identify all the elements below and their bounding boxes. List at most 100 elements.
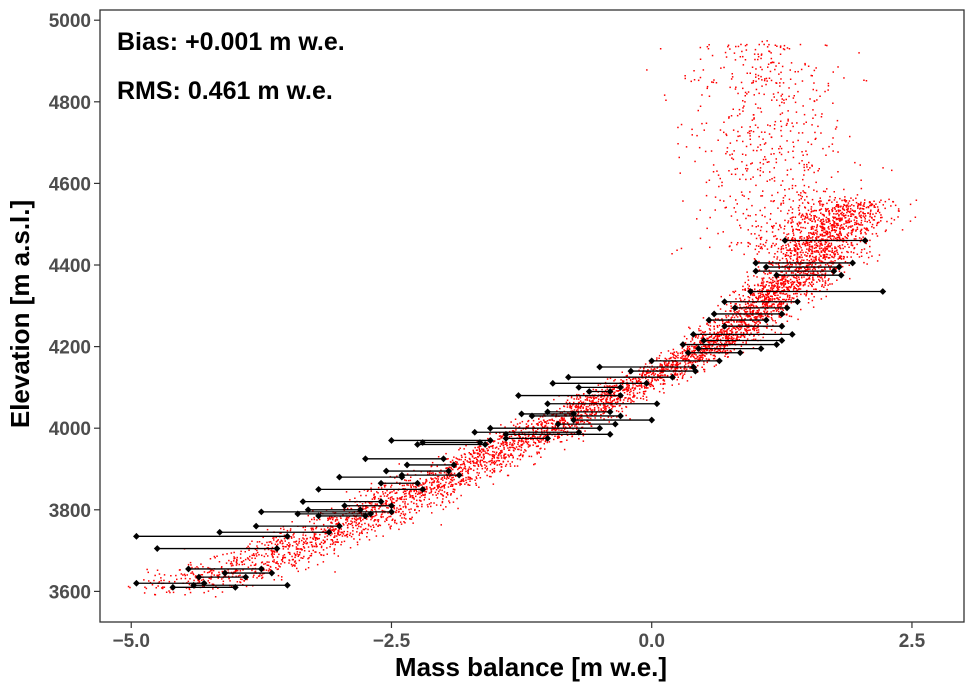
- modeled-point: [792, 289, 795, 291]
- modeled-point: [560, 429, 562, 432]
- modeled-point: [842, 237, 845, 240]
- modeled-point: [398, 528, 400, 531]
- modeled-point: [810, 232, 813, 235]
- modeled-point: [420, 500, 422, 502]
- modeled-point: [914, 216, 917, 218]
- modeled-point: [759, 289, 761, 291]
- modeled-point: [603, 418, 605, 420]
- modeled-point: [751, 298, 754, 301]
- modeled-point: [868, 201, 871, 203]
- modeled-point: [359, 538, 361, 541]
- modeled-point: [821, 229, 823, 232]
- modeled-point: [493, 462, 496, 464]
- modeled-point: [742, 341, 744, 344]
- modeled-point: [254, 571, 256, 573]
- modeled-point: [289, 543, 291, 546]
- modeled-point: [776, 297, 778, 299]
- modeled-point: [890, 205, 892, 207]
- modeled-point: [800, 230, 803, 232]
- modeled-point: [358, 491, 361, 493]
- modeled-point: [352, 530, 354, 532]
- modeled-point: [705, 353, 708, 355]
- modeled-point: [666, 363, 668, 365]
- modeled-point: [499, 450, 502, 452]
- modeled-point: [816, 235, 818, 238]
- modeled-point: [677, 352, 679, 354]
- modeled-point: [752, 311, 754, 313]
- modeled-point: [824, 267, 826, 270]
- modeled-point: [474, 465, 476, 467]
- modeled-point: [760, 312, 762, 314]
- modeled-point: [509, 463, 511, 465]
- modeled-point: [346, 507, 349, 510]
- modeled-point: [518, 436, 521, 439]
- modeled-point: [829, 237, 832, 240]
- modeled-point: [633, 396, 635, 398]
- modeled-point: [856, 217, 858, 219]
- modeled-point: [784, 282, 787, 285]
- modeled-point: [413, 486, 415, 488]
- modeled-point: [236, 581, 239, 583]
- modeled-point: [244, 558, 247, 561]
- modeled-point: [363, 528, 365, 531]
- modeled-point: [518, 454, 520, 457]
- modeled-point: [517, 441, 519, 444]
- modeled-point: [781, 286, 783, 289]
- modeled-point: [460, 454, 463, 457]
- modeled-point: [853, 205, 855, 207]
- modeled-point: [841, 207, 844, 209]
- modeled-point: [346, 530, 349, 533]
- modeled-point: [763, 301, 765, 304]
- modeled-point: [845, 214, 847, 216]
- modeled-point: [390, 484, 393, 486]
- modeled-point: [811, 255, 814, 258]
- modeled-point: [813, 247, 816, 249]
- modeled-point: [694, 361, 697, 363]
- modeled-point: [687, 365, 690, 367]
- modeled-point: [622, 385, 624, 388]
- modeled-point: [452, 490, 454, 493]
- modeled-point: [581, 420, 584, 423]
- modeled-point: [581, 417, 583, 419]
- modeled-point: [464, 458, 466, 461]
- modeled-point: [510, 454, 512, 456]
- modeled-point: [672, 353, 675, 355]
- modeled-point: [606, 388, 609, 390]
- modeled-point: [316, 537, 318, 539]
- modeled-point: [555, 429, 558, 431]
- modeled-point: [429, 486, 431, 489]
- modeled-point: [592, 396, 594, 398]
- modeled-point: [786, 320, 789, 322]
- modeled-point: [845, 200, 848, 202]
- modeled-point: [724, 322, 726, 324]
- modeled-point: [768, 305, 771, 307]
- modeled-point: [648, 384, 650, 386]
- modeled-point: [652, 371, 655, 374]
- modeled-point: [755, 322, 757, 324]
- modeled-point: [403, 521, 405, 523]
- modeled-point: [755, 311, 757, 314]
- modeled-point: [744, 311, 746, 313]
- modeled-point: [667, 350, 670, 352]
- modeled-point: [782, 298, 784, 301]
- modeled-point: [354, 518, 356, 521]
- modeled-point: [473, 464, 475, 467]
- modeled-point: [824, 280, 827, 282]
- modeled-point: [585, 395, 587, 398]
- modeled-point: [780, 316, 782, 319]
- modeled-point: [289, 529, 292, 532]
- modeled-point: [849, 215, 852, 217]
- modeled-point: [837, 258, 839, 260]
- modeled-point: [707, 341, 709, 343]
- modeled-point: [752, 310, 754, 312]
- modeled-point: [651, 384, 654, 387]
- modeled-point: [696, 360, 699, 363]
- modeled-point: [816, 224, 819, 226]
- modeled-point: [605, 405, 607, 408]
- modeled-point: [498, 464, 501, 466]
- modeled-point: [798, 268, 800, 270]
- modeled-point: [162, 586, 164, 588]
- modeled-point: [445, 452, 447, 455]
- modeled-point: [366, 532, 368, 534]
- modeled-point: [521, 455, 524, 458]
